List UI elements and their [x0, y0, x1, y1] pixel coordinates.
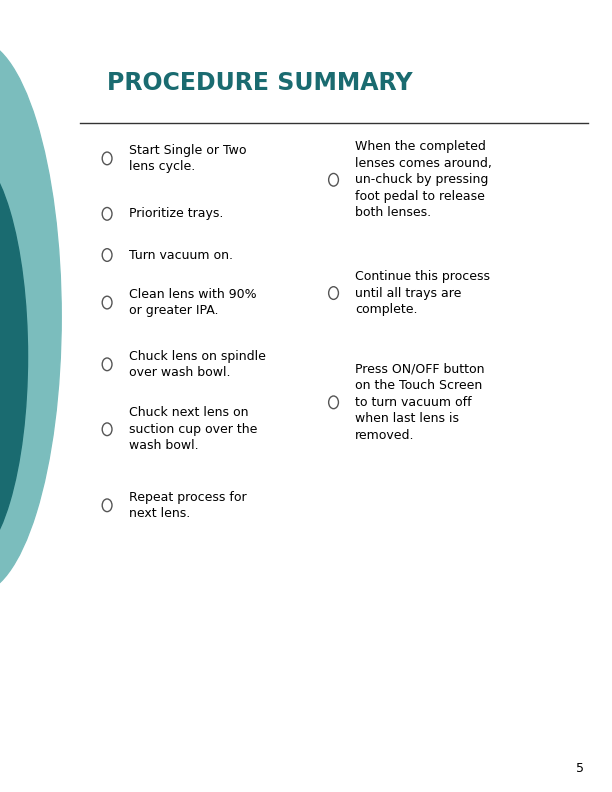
Text: Clean lens with 90%
or greater IPA.: Clean lens with 90% or greater IPA. — [129, 287, 256, 318]
Text: Continue this process
until all trays are
complete.: Continue this process until all trays ar… — [355, 270, 490, 316]
Text: Start Single or Two
lens cycle.: Start Single or Two lens cycle. — [129, 143, 246, 173]
Text: 5: 5 — [577, 762, 584, 775]
Text: Turn vacuum on.: Turn vacuum on. — [129, 249, 233, 261]
Ellipse shape — [0, 150, 28, 562]
Text: Press ON/OFF button
on the Touch Screen
to turn vacuum off
when last lens is
rem: Press ON/OFF button on the Touch Screen … — [355, 363, 485, 442]
Text: Chuck next lens on
suction cup over the
wash bowl.: Chuck next lens on suction cup over the … — [129, 406, 257, 452]
Text: Chuck lens on spindle
over wash bowl.: Chuck lens on spindle over wash bowl. — [129, 349, 266, 379]
Ellipse shape — [0, 40, 61, 594]
Text: When the completed
lenses comes around,
un-chuck by pressing
foot pedal to relea: When the completed lenses comes around, … — [355, 140, 492, 219]
Text: Repeat process for
next lens.: Repeat process for next lens. — [129, 490, 246, 520]
Text: PROCEDURE SUMMARY: PROCEDURE SUMMARY — [107, 71, 412, 95]
Text: Prioritize trays.: Prioritize trays. — [129, 208, 223, 220]
